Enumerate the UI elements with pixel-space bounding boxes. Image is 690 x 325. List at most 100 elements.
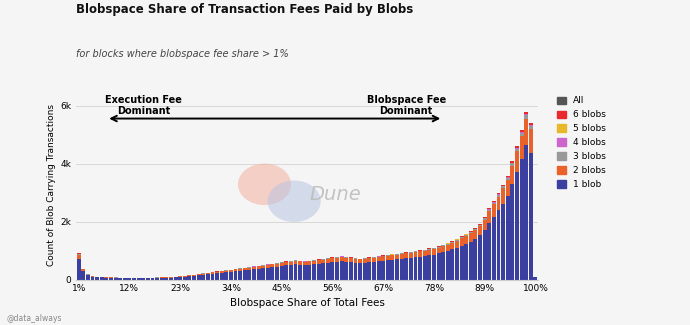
Bar — [492, 202, 496, 203]
Bar — [266, 267, 270, 280]
Bar — [372, 258, 376, 262]
Bar — [169, 278, 173, 280]
Bar — [293, 260, 297, 261]
Bar — [238, 269, 242, 271]
Bar — [312, 264, 316, 280]
Bar — [529, 126, 533, 129]
Bar — [446, 251, 450, 280]
Bar — [464, 235, 469, 236]
Bar — [349, 262, 353, 280]
Bar — [377, 256, 380, 257]
Bar — [451, 249, 454, 280]
Bar — [289, 262, 293, 265]
Bar — [515, 172, 519, 280]
Bar — [524, 145, 528, 280]
Bar — [279, 263, 284, 266]
Bar — [215, 273, 219, 280]
Bar — [404, 258, 408, 280]
Bar — [234, 269, 237, 271]
Bar — [511, 163, 514, 166]
Bar — [257, 269, 261, 280]
Bar — [322, 260, 325, 263]
Bar — [492, 203, 496, 204]
Bar — [308, 265, 311, 279]
Bar — [169, 277, 173, 278]
Bar — [483, 230, 486, 280]
Text: for blocks where blobspace fee share > 1%: for blocks where blobspace fee share > 1… — [76, 49, 288, 59]
Bar — [460, 236, 464, 237]
Bar — [270, 264, 275, 267]
Bar — [303, 262, 306, 265]
Bar — [441, 252, 445, 280]
Bar — [81, 269, 86, 271]
Bar — [520, 159, 524, 280]
Bar — [391, 260, 395, 280]
Bar — [446, 244, 450, 245]
Bar — [478, 225, 482, 226]
Bar — [460, 246, 464, 280]
Bar — [497, 211, 500, 280]
Bar — [501, 186, 505, 187]
Bar — [432, 248, 436, 249]
Bar — [289, 261, 293, 262]
Bar — [183, 276, 187, 277]
Bar — [478, 235, 482, 280]
Bar — [520, 136, 524, 159]
Bar — [372, 262, 376, 280]
Bar — [275, 263, 279, 264]
Bar — [441, 246, 445, 252]
Bar — [104, 278, 108, 280]
Bar — [473, 229, 477, 230]
Bar — [487, 223, 491, 280]
Bar — [441, 245, 445, 246]
Bar — [497, 193, 500, 194]
Bar — [381, 256, 385, 261]
Bar — [464, 243, 469, 280]
Bar — [164, 278, 168, 280]
Text: Blobspace Share of Transaction Fees Paid by Blobs: Blobspace Share of Transaction Fees Paid… — [76, 3, 413, 16]
Bar — [344, 258, 348, 262]
Bar — [95, 277, 99, 279]
Bar — [418, 257, 422, 280]
Bar — [460, 238, 464, 246]
Bar — [464, 236, 469, 243]
Bar — [437, 246, 440, 247]
Bar — [501, 185, 505, 186]
Bar — [446, 245, 450, 251]
Bar — [109, 278, 113, 280]
Bar — [344, 262, 348, 280]
Bar — [192, 276, 196, 279]
Bar — [123, 278, 127, 280]
Bar — [377, 257, 380, 261]
Bar — [427, 255, 431, 280]
Bar — [206, 274, 210, 280]
Bar — [215, 272, 219, 273]
Bar — [515, 149, 519, 151]
Bar — [266, 265, 270, 267]
Bar — [451, 242, 454, 243]
Bar — [363, 259, 366, 263]
Bar — [160, 278, 164, 280]
Bar — [473, 239, 477, 280]
Bar — [524, 114, 528, 115]
Text: Execution Fee
Dominant: Execution Fee Dominant — [105, 95, 181, 116]
Bar — [248, 267, 251, 270]
Bar — [86, 276, 90, 279]
Bar — [492, 201, 496, 202]
Bar — [497, 195, 500, 197]
Bar — [529, 124, 533, 125]
Bar — [404, 253, 408, 254]
Bar — [164, 277, 168, 278]
Bar — [506, 177, 510, 178]
Bar — [206, 273, 210, 274]
Ellipse shape — [238, 163, 291, 205]
Bar — [141, 278, 145, 280]
Bar — [331, 258, 335, 262]
Bar — [358, 259, 362, 263]
Bar — [201, 274, 205, 275]
Bar — [437, 247, 440, 248]
Bar — [497, 194, 500, 195]
Bar — [109, 277, 113, 278]
Bar — [367, 262, 371, 280]
Bar — [150, 278, 155, 280]
